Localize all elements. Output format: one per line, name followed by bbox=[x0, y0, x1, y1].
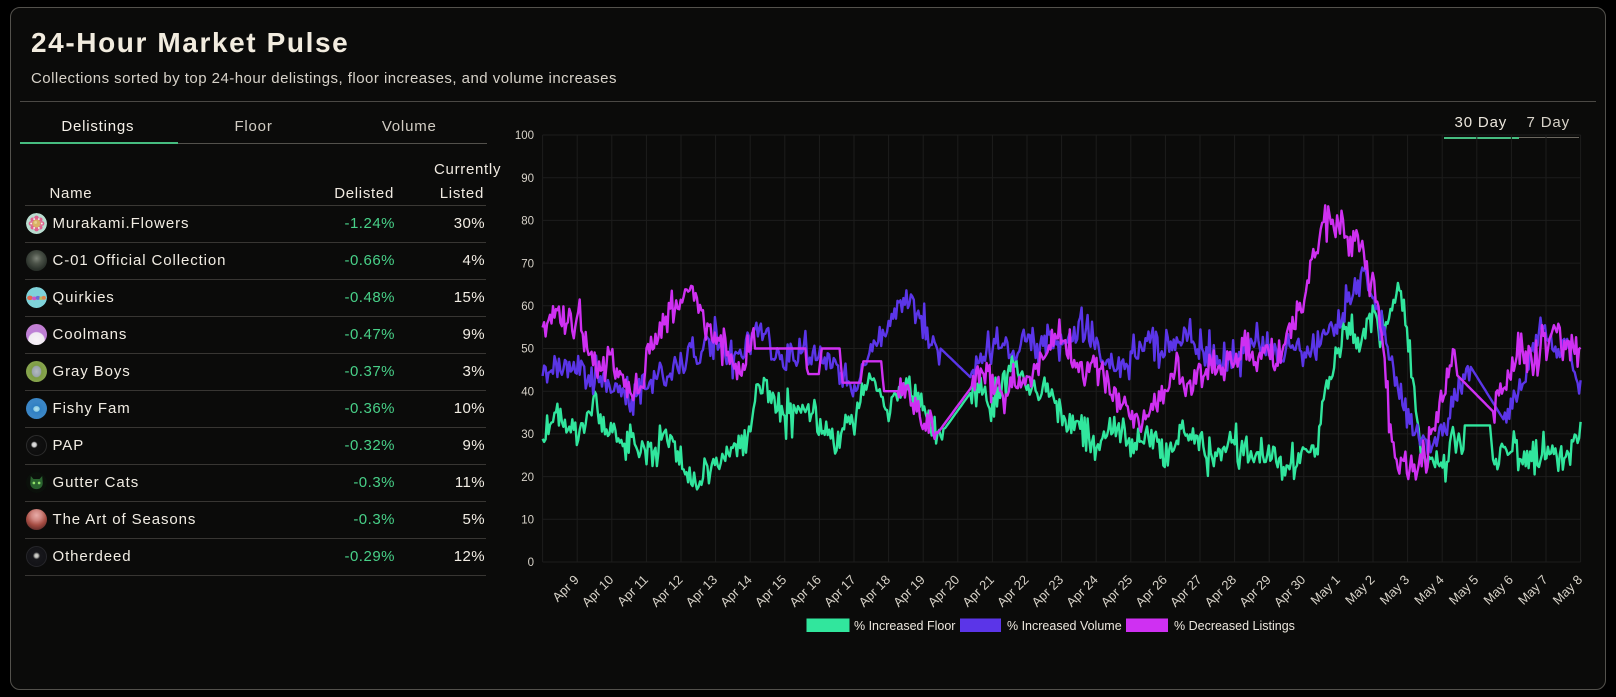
svg-text:Apr 20: Apr 20 bbox=[925, 572, 963, 610]
svg-text:Apr 13: Apr 13 bbox=[683, 572, 721, 610]
svg-text:Apr 11: Apr 11 bbox=[614, 572, 651, 609]
svg-text:90: 90 bbox=[521, 173, 534, 185]
svg-text:Apr 28: Apr 28 bbox=[1202, 572, 1240, 610]
svg-text:May 3: May 3 bbox=[1377, 572, 1413, 608]
svg-text:30: 30 bbox=[521, 429, 534, 441]
svg-text:Apr 15: Apr 15 bbox=[752, 572, 790, 610]
svg-text:Apr 17: Apr 17 bbox=[821, 572, 859, 610]
svg-text:40: 40 bbox=[521, 386, 534, 398]
svg-text:Apr 10: Apr 10 bbox=[579, 572, 617, 610]
svg-text:Apr 26: Apr 26 bbox=[1132, 572, 1170, 610]
svg-text:May 4: May 4 bbox=[1411, 572, 1447, 608]
svg-text:Apr 23: Apr 23 bbox=[1029, 572, 1067, 610]
svg-text:May 5: May 5 bbox=[1446, 572, 1482, 608]
svg-text:10: 10 bbox=[521, 515, 534, 527]
svg-text:Apr 12: Apr 12 bbox=[648, 572, 686, 610]
svg-text:100: 100 bbox=[515, 130, 534, 142]
svg-text:Apr 30: Apr 30 bbox=[1271, 572, 1309, 610]
svg-text:Apr 27: Apr 27 bbox=[1167, 572, 1205, 610]
svg-text:60: 60 bbox=[521, 301, 534, 313]
svg-text:% Increased Volume: % Increased Volume bbox=[1007, 619, 1122, 633]
svg-text:Apr 9: Apr 9 bbox=[549, 572, 582, 605]
svg-text:% Decreased Listings: % Decreased Listings bbox=[1174, 619, 1295, 633]
svg-text:Apr 14: Apr 14 bbox=[717, 572, 755, 610]
svg-text:50: 50 bbox=[521, 344, 534, 356]
svg-text:Apr 16: Apr 16 bbox=[786, 572, 824, 610]
svg-text:May 1: May 1 bbox=[1307, 572, 1343, 608]
svg-text:0: 0 bbox=[528, 557, 534, 569]
svg-text:Apr 29: Apr 29 bbox=[1236, 572, 1274, 610]
svg-text:May 7: May 7 bbox=[1515, 572, 1551, 608]
svg-text:Apr 22: Apr 22 bbox=[994, 572, 1032, 610]
svg-text:May 2: May 2 bbox=[1342, 572, 1378, 608]
svg-text:80: 80 bbox=[521, 216, 534, 228]
svg-text:Apr 19: Apr 19 bbox=[890, 572, 928, 610]
svg-text:May 8: May 8 bbox=[1550, 572, 1586, 608]
svg-text:Apr 24: Apr 24 bbox=[1063, 572, 1101, 610]
svg-text:Apr 18: Apr 18 bbox=[856, 572, 894, 610]
svg-text:% Increased Floor: % Increased Floor bbox=[854, 619, 955, 633]
svg-text:Apr 21: Apr 21 bbox=[959, 572, 997, 610]
svg-text:May 6: May 6 bbox=[1480, 572, 1516, 608]
svg-text:70: 70 bbox=[521, 258, 534, 270]
svg-text:Apr 25: Apr 25 bbox=[1098, 572, 1136, 610]
svg-text:20: 20 bbox=[521, 472, 534, 484]
